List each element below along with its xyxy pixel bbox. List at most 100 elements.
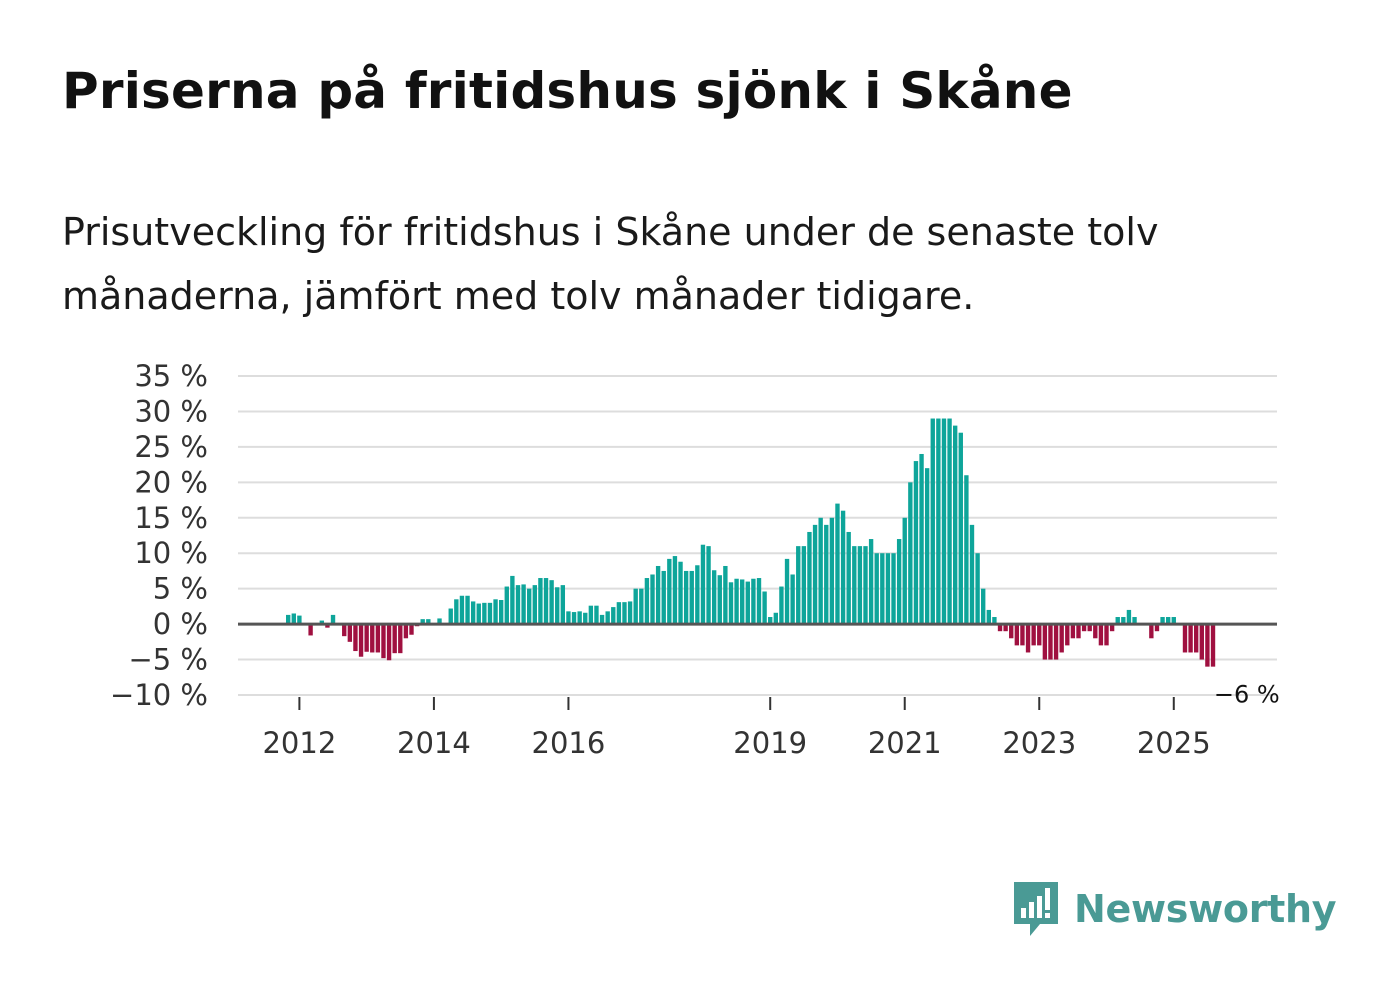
bar [1093, 624, 1098, 639]
y-tick-label: −5 % [128, 643, 208, 677]
bar [1121, 617, 1126, 625]
bar [515, 585, 521, 625]
bar [1149, 624, 1154, 639]
bar [622, 602, 627, 625]
bar [807, 531, 812, 625]
bar [846, 531, 851, 625]
x-tick-label: 2021 [868, 726, 942, 760]
bar [1087, 624, 1092, 632]
y-tick-label: −10 % [110, 678, 208, 712]
bar [863, 546, 868, 625]
bar [420, 619, 425, 625]
bar [930, 418, 935, 625]
bar [644, 578, 650, 625]
bar [577, 611, 582, 625]
x-tick-label: 2014 [397, 726, 471, 760]
y-tick-label: 10 % [134, 536, 208, 570]
bar [896, 539, 902, 625]
bar [1014, 624, 1020, 646]
bar [868, 539, 874, 625]
bar [964, 475, 969, 625]
bar [812, 524, 818, 625]
bar [538, 578, 543, 625]
bar [599, 614, 605, 625]
y-tick-label: 20 % [134, 465, 208, 499]
bar [891, 553, 896, 625]
y-tick-label: 0 % [153, 607, 208, 641]
bar [734, 578, 739, 625]
bar [611, 607, 616, 625]
bar [1042, 624, 1048, 660]
bar [571, 612, 577, 625]
bar [1154, 624, 1160, 632]
bar [1160, 617, 1165, 625]
bar [969, 524, 975, 625]
bar [639, 588, 644, 625]
bar [1194, 624, 1199, 653]
bar [857, 546, 863, 625]
bar [308, 624, 313, 636]
bar [588, 605, 594, 625]
last-value-label: −6 % [1214, 681, 1280, 709]
bar [695, 565, 700, 625]
bar [398, 624, 403, 654]
bar [773, 612, 778, 625]
bar [605, 611, 610, 625]
bar [768, 617, 773, 625]
bar [465, 595, 470, 625]
x-tick-label: 2016 [532, 726, 606, 760]
bar [532, 585, 537, 625]
bar [342, 624, 347, 637]
bar [482, 602, 487, 625]
bar [347, 624, 353, 642]
bar [1098, 624, 1104, 646]
bar [740, 579, 745, 625]
bar [487, 602, 493, 625]
y-tick-label: 30 % [134, 394, 208, 428]
bar [1115, 617, 1120, 625]
bar [627, 601, 633, 625]
bar [913, 461, 919, 625]
bar [784, 558, 790, 625]
bar [700, 544, 706, 625]
bar [706, 546, 711, 625]
bar [958, 432, 963, 625]
bar [953, 425, 958, 625]
bar [375, 624, 381, 653]
bar [1188, 624, 1193, 653]
bar [1009, 624, 1014, 639]
bar [1048, 624, 1053, 660]
x-tick-label: 2023 [1002, 726, 1076, 760]
bar [409, 624, 414, 635]
chart-subtitle: Prisutveckling för fritidshus i Skåne un… [62, 210, 1159, 318]
bar [448, 608, 453, 625]
bar [1059, 624, 1064, 653]
bar [1171, 617, 1176, 625]
bar [594, 605, 599, 625]
bar [616, 602, 622, 625]
bar [1182, 624, 1188, 653]
bar [801, 546, 807, 625]
bar [1081, 624, 1087, 632]
y-tick-label: 5 % [153, 572, 208, 606]
bar [975, 553, 980, 625]
bar [762, 591, 767, 625]
bar [330, 614, 336, 625]
bar [510, 575, 515, 625]
bar [358, 624, 364, 657]
bar [885, 553, 891, 625]
bar [711, 570, 717, 625]
bar [728, 582, 734, 625]
bar [1126, 609, 1132, 625]
bar [1003, 624, 1008, 632]
bar [678, 561, 683, 625]
bar [790, 574, 795, 625]
bar [756, 578, 762, 625]
bar [426, 619, 431, 625]
bar [370, 624, 375, 653]
bar [392, 624, 397, 654]
y-axis-labels: 35 %30 %25 %20 %15 %10 %5 %0 %−5 %−10 % [110, 359, 208, 712]
bar [880, 553, 885, 625]
bar [824, 524, 829, 625]
